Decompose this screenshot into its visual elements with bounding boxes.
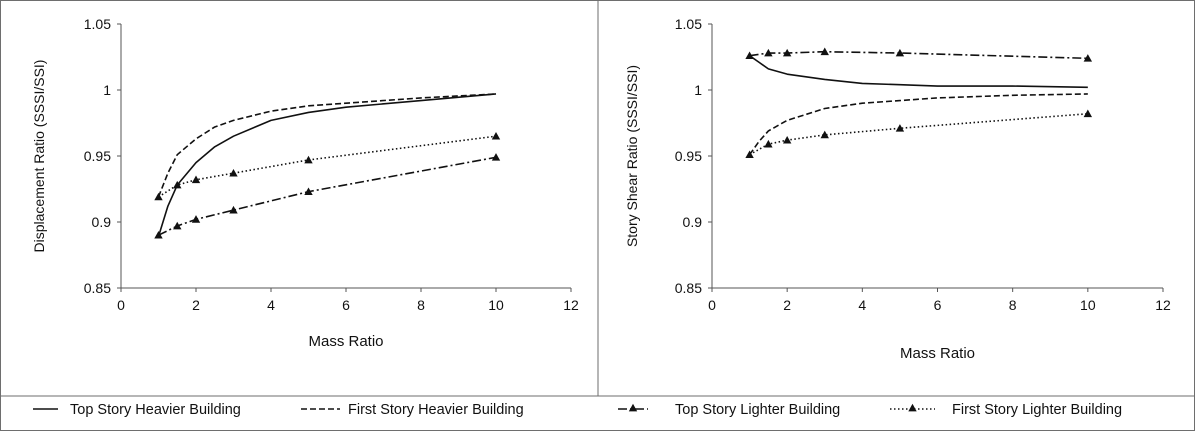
data-point-marker bbox=[173, 180, 182, 189]
y-tick-label: 1.05 bbox=[84, 16, 111, 32]
data-point-marker bbox=[304, 155, 313, 164]
series-2 bbox=[157, 93, 497, 198]
x-tick-label: 12 bbox=[563, 297, 579, 313]
data-point-marker bbox=[1083, 109, 1093, 118]
series-3 bbox=[154, 153, 501, 239]
data-point-marker bbox=[229, 205, 238, 214]
chart-displacement: 0.85 0.9 0.95 1 1.05 0 2 4 6 8 10 12 Mass Ratio Displ… bbox=[31, 16, 579, 350]
y-tick-label: 1.05 bbox=[675, 16, 702, 32]
y-tick-label: 1 bbox=[103, 82, 111, 98]
y-axis-label: Story Shear Ratio (SSSI/SSI) bbox=[624, 65, 640, 247]
series-1 bbox=[157, 93, 497, 237]
x-axis-label: Mass Ratio bbox=[900, 345, 975, 362]
data-point-marker bbox=[154, 231, 163, 239]
data-point-marker bbox=[491, 153, 501, 161]
data-point-marker bbox=[191, 215, 201, 223]
x-tick-label: 10 bbox=[488, 297, 504, 313]
x-tick-label: 2 bbox=[783, 297, 791, 313]
series-line bbox=[158, 135, 497, 198]
x-axis-label: Mass Ratio bbox=[308, 333, 383, 350]
legend-marker bbox=[908, 403, 917, 412]
x-tick-label: 0 bbox=[117, 297, 125, 313]
series-line bbox=[157, 93, 497, 198]
x-tick-label: 4 bbox=[267, 297, 275, 313]
series-3 bbox=[745, 47, 1093, 62]
data-point-marker bbox=[782, 135, 792, 144]
x-tick-label: 12 bbox=[1155, 297, 1171, 313]
data-point-marker bbox=[745, 51, 754, 60]
legend-label: First Story Heavier Building bbox=[348, 402, 524, 418]
series-line bbox=[748, 93, 1088, 156]
y-tick-label: 0.95 bbox=[675, 148, 702, 164]
x-tick-label: 8 bbox=[417, 297, 425, 313]
legend-label: Top Story Lighter Building bbox=[675, 402, 840, 418]
data-point-marker bbox=[745, 150, 754, 159]
legend-item: First Story Heavier Building bbox=[301, 402, 524, 418]
data-point-marker bbox=[154, 192, 163, 201]
y-tick-label: 0.85 bbox=[675, 280, 702, 296]
series-line bbox=[749, 55, 1088, 89]
series-1 bbox=[749, 55, 1088, 89]
legend-item: Top Story Lighter Building bbox=[618, 402, 840, 418]
data-point-marker bbox=[895, 48, 905, 57]
series-line bbox=[157, 93, 497, 237]
x-tick-label: 6 bbox=[934, 297, 942, 313]
legend-marker bbox=[628, 403, 638, 412]
y-axis-label: Displacement Ratio (SSSI/SSI) bbox=[31, 60, 47, 253]
series-line bbox=[749, 50, 1088, 60]
series-4 bbox=[745, 109, 1093, 159]
y-tick-label: 0.95 bbox=[84, 148, 111, 164]
data-point-marker bbox=[491, 132, 501, 140]
data-point-marker bbox=[764, 139, 773, 148]
x-tick-label: 0 bbox=[708, 297, 716, 313]
data-point-marker bbox=[229, 168, 238, 177]
data-point-marker bbox=[895, 124, 905, 132]
y-tick-label: 0.9 bbox=[683, 214, 703, 230]
data-point-marker bbox=[782, 48, 792, 57]
y-tick-label: 0.85 bbox=[84, 280, 111, 296]
x-tick-label: 4 bbox=[858, 297, 866, 313]
data-point-marker bbox=[764, 48, 773, 57]
data-point-marker bbox=[1083, 54, 1093, 62]
data-point-marker bbox=[820, 130, 829, 139]
data-point-marker bbox=[820, 47, 829, 56]
y-tick-label: 1 bbox=[694, 82, 702, 98]
data-point-marker bbox=[173, 221, 182, 230]
legend-item: First Story Lighter Building bbox=[890, 402, 1122, 418]
legend-item: Top Story Heavier Building bbox=[33, 402, 241, 418]
x-tick-label: 6 bbox=[342, 297, 350, 313]
series-4 bbox=[154, 132, 501, 201]
data-point-marker bbox=[191, 175, 201, 184]
x-tick-label: 8 bbox=[1009, 297, 1017, 313]
legend: Top Story Heavier Building First Story He… bbox=[33, 402, 1122, 418]
chart-story-shear: 0.85 0.9 0.95 1 1.05 0 2 4 6 8 10 12 Mass Ratio Story… bbox=[624, 16, 1171, 362]
y-tick-label: 0.9 bbox=[92, 214, 112, 230]
x-tick-label: 2 bbox=[192, 297, 200, 313]
data-point-marker bbox=[304, 187, 313, 195]
x-tick-label: 10 bbox=[1080, 297, 1096, 313]
legend-label: Top Story Heavier Building bbox=[70, 402, 241, 418]
series-2 bbox=[748, 93, 1088, 156]
legend-label: First Story Lighter Building bbox=[952, 402, 1122, 418]
